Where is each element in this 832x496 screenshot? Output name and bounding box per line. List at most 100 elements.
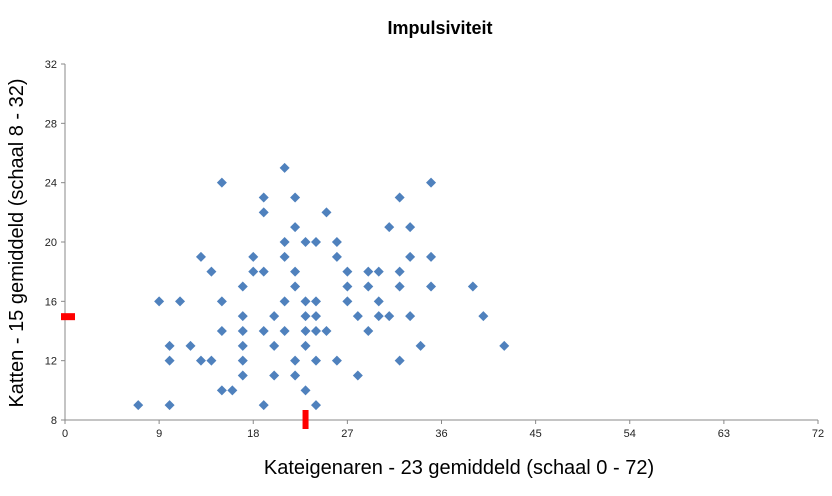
data-point <box>258 207 269 218</box>
data-point <box>384 222 395 233</box>
y-tick-label: 8 <box>51 415 57 427</box>
y-axis-label: Katten - 15 gemiddeld (schaal 8 - 32) <box>6 78 28 407</box>
data-point <box>300 296 311 307</box>
data-point <box>279 326 290 336</box>
data-point <box>373 311 384 322</box>
data-point <box>405 251 416 262</box>
data-point <box>311 326 321 336</box>
data-point <box>415 340 426 351</box>
x-axis-ticks: 0 9 18 27 36 45 54 63 72 <box>62 420 824 440</box>
data-point <box>164 355 175 366</box>
data-point <box>352 370 363 381</box>
data-point <box>279 296 290 307</box>
data-point <box>154 296 165 307</box>
data-point <box>290 370 301 381</box>
data-point <box>394 192 405 203</box>
data-point <box>237 326 248 336</box>
data-point <box>206 266 217 277</box>
data-point <box>227 385 238 396</box>
mean-markers <box>61 313 309 429</box>
data-point <box>279 237 290 247</box>
x-tick-label: 45 <box>530 428 542 440</box>
data-point <box>352 311 363 322</box>
data-point <box>331 251 342 262</box>
data-point <box>195 251 206 262</box>
x-tick-label: 63 <box>718 428 730 440</box>
data-point <box>342 296 353 307</box>
data-point <box>237 311 248 322</box>
x-axis-label: Kateigenaren - 23 gemiddeld (schaal 0 - … <box>264 457 654 479</box>
data-point <box>373 266 384 277</box>
data-point <box>300 385 311 396</box>
data-point <box>331 355 342 366</box>
y-tick-label: 20 <box>45 237 57 249</box>
data-point <box>426 251 437 262</box>
data-point <box>405 222 416 233</box>
data-point <box>195 355 206 366</box>
y-tick-label: 12 <box>45 356 57 368</box>
chart-title: Impulsiviteit <box>387 18 492 38</box>
y-mean-marker <box>61 313 75 321</box>
data-point <box>133 400 144 411</box>
data-point <box>290 355 301 366</box>
x-tick-label: 72 <box>812 428 824 440</box>
data-point <box>258 192 269 203</box>
data-point <box>248 251 259 262</box>
data-point <box>311 237 321 247</box>
data-point <box>269 370 280 381</box>
x-tick-label: 0 <box>62 428 68 440</box>
x-tick-label: 27 <box>341 428 353 440</box>
data-point <box>237 340 248 351</box>
x-tick-label: 18 <box>247 428 259 440</box>
data-point <box>331 237 342 247</box>
data-point <box>321 207 332 218</box>
data-point <box>258 326 269 336</box>
data-point <box>373 296 384 307</box>
data-point <box>363 281 374 292</box>
data-point <box>290 266 301 277</box>
data-point <box>237 355 248 366</box>
data-point <box>237 281 248 292</box>
data-point <box>300 237 311 247</box>
y-tick-label: 28 <box>45 118 57 130</box>
data-point <box>478 311 489 322</box>
x-tick-label: 54 <box>624 428 636 440</box>
data-point <box>384 311 395 322</box>
y-axis-ticks: 8 12 16 20 24 28 32 <box>45 59 65 427</box>
data-point <box>300 311 311 322</box>
data-point <box>405 311 416 322</box>
data-point <box>269 340 280 351</box>
data-point <box>467 281 478 292</box>
data-point <box>311 355 321 366</box>
data-point <box>300 326 311 336</box>
data-point <box>258 400 269 411</box>
y-tick-label: 24 <box>45 178 57 190</box>
data-point <box>164 400 175 411</box>
data-point <box>216 326 227 336</box>
data-point <box>363 326 374 336</box>
data-point <box>394 355 405 366</box>
data-point <box>426 177 437 188</box>
data-point <box>311 296 321 307</box>
data-point <box>175 296 186 307</box>
y-tick-label: 16 <box>45 296 57 308</box>
data-point <box>290 222 301 233</box>
data-point <box>185 340 196 351</box>
data-point <box>279 251 290 262</box>
data-point <box>216 177 227 188</box>
data-point <box>394 281 405 292</box>
data-point <box>426 281 437 292</box>
data-point <box>206 355 217 366</box>
data-point <box>321 326 332 336</box>
y-tick-label: 32 <box>45 59 57 71</box>
data-point <box>237 370 248 381</box>
data-point <box>279 162 290 173</box>
data-point <box>269 311 280 322</box>
data-point <box>363 266 374 277</box>
data-point <box>311 311 321 322</box>
data-point <box>342 281 353 292</box>
data-point <box>300 340 311 351</box>
data-point <box>311 400 321 411</box>
data-point <box>290 281 301 292</box>
